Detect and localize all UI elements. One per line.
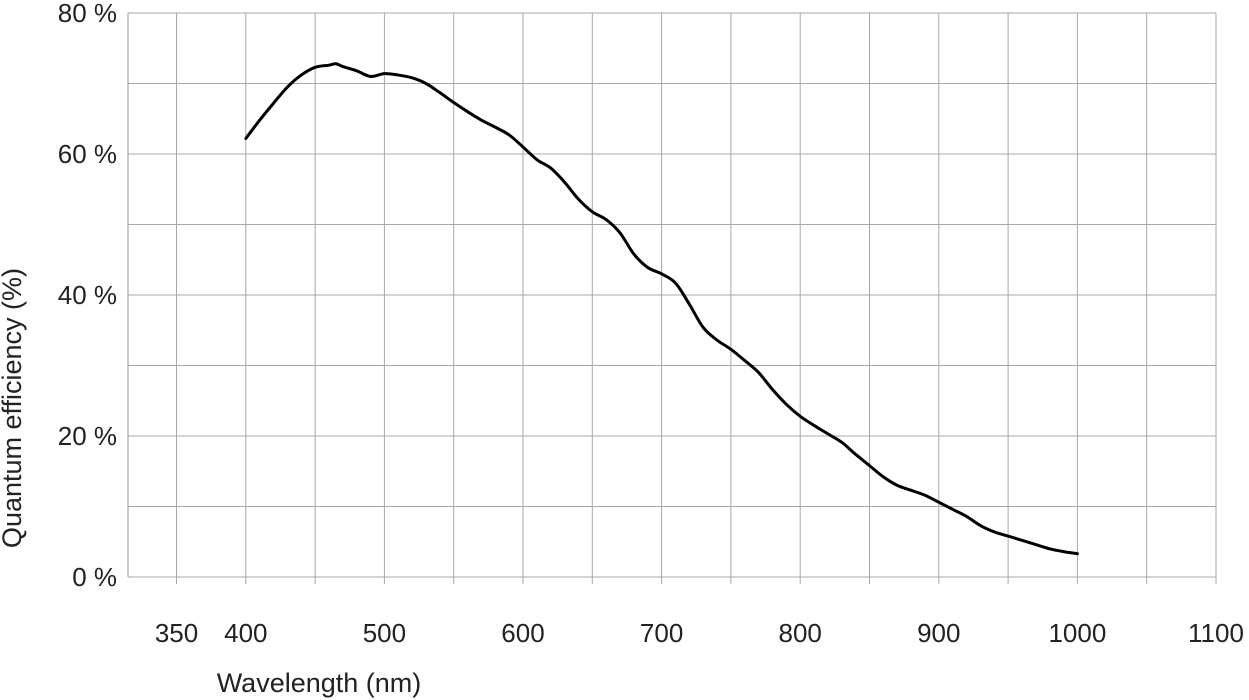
y-tick-label: 80 % [58,0,117,28]
x-tick-label: 1000 [1048,618,1106,648]
qe-series-line [244,62,1079,556]
x-tick-label: 800 [779,618,822,648]
y-axis-label: Quantum efficiency (%) [0,268,27,548]
grid [128,12,1217,584]
x-tick-label: 600 [501,618,544,648]
x-tick-label: 900 [917,618,960,648]
x-tick-label: 400 [224,618,267,648]
y-tick-label: 0 % [72,562,117,592]
x-axis-label: Wavelength (nm) [217,668,422,698]
x-tick-label: 500 [363,618,406,648]
y-tick-label: 20 % [58,421,117,451]
x-tick-label: 350 [155,618,198,648]
series-layer [244,62,1079,556]
x-tick-label: 700 [640,618,683,648]
x-tick-label: 1100 [1188,618,1244,648]
y-tick-label: 60 % [58,139,117,169]
y-tick-label: 40 % [58,280,117,310]
